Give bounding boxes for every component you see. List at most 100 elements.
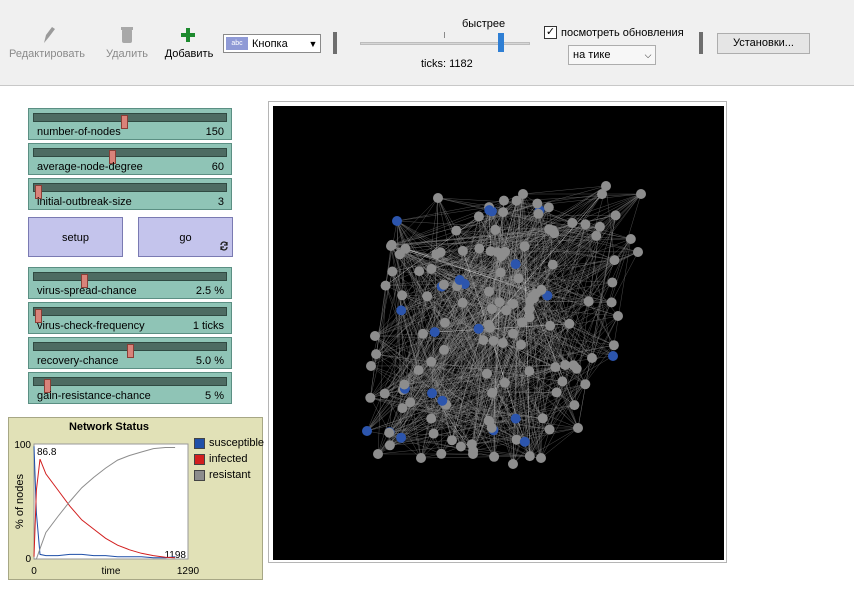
network-link <box>389 439 453 446</box>
network-link <box>522 185 607 195</box>
forever-arrows-icon <box>219 241 229 254</box>
checkmark-icon[interactable]: ✓ <box>544 26 557 39</box>
node-susceptible <box>396 305 407 316</box>
setup-button[interactable]: setup <box>28 217 123 257</box>
slider-thumb[interactable] <box>44 379 52 393</box>
network-link <box>385 216 480 286</box>
slider-track[interactable] <box>33 342 227 358</box>
slider-thumb[interactable] <box>127 344 134 358</box>
slider-thumb[interactable] <box>81 274 88 288</box>
legend-swatch <box>194 469 205 481</box>
chevron-down-icon: ▼ <box>308 38 318 49</box>
node-resistant <box>508 459 518 469</box>
plot-legend: susceptible infected resistant <box>194 435 264 483</box>
network-link <box>374 193 642 337</box>
node-susceptible <box>454 275 465 285</box>
node-susceptible <box>608 351 618 361</box>
slider-track[interactable] <box>33 272 227 288</box>
world-view[interactable] <box>268 101 727 563</box>
network-link <box>384 393 422 459</box>
node-resistant <box>483 286 494 297</box>
delete-button[interactable]: Удалить <box>84 24 170 60</box>
slider-track[interactable] <box>33 377 227 393</box>
network-link <box>503 211 639 253</box>
network-link <box>404 303 514 389</box>
network-link <box>441 229 496 287</box>
slider-track[interactable] <box>33 113 227 129</box>
view-updates-label: посмотреть обновления <box>561 26 684 39</box>
slider-track[interactable] <box>33 148 227 164</box>
network-link <box>427 295 575 406</box>
slider-thumb[interactable] <box>121 115 129 129</box>
network-link <box>549 357 593 430</box>
node-resistant <box>494 297 505 308</box>
network-link <box>434 331 493 394</box>
update-mode-select[interactable]: на тике ⌵ <box>568 45 656 65</box>
node-resistant <box>439 344 449 355</box>
network-link <box>399 254 484 341</box>
slider-initial-outbreak-size[interactable]: initial-outbreak-size 3 <box>28 178 232 210</box>
slider-number-of-nodes[interactable]: number-of-nodes 150 <box>28 108 232 140</box>
node-resistant <box>397 403 408 414</box>
go-button[interactable]: go <box>138 217 233 257</box>
network-link <box>389 364 566 446</box>
node-resistant <box>418 328 428 339</box>
slider-recovery-chance[interactable]: recovery-chance 5.0 % <box>28 337 232 369</box>
network-link <box>605 185 615 261</box>
edit-button[interactable]: Редактировать <box>4 24 90 60</box>
legend-label: susceptible <box>209 437 265 449</box>
node-resistant <box>543 202 554 213</box>
slider-name: virus-check-frequency <box>37 320 145 332</box>
node-resistant <box>524 312 535 323</box>
node-susceptible <box>362 426 372 436</box>
slider-average-node-degree[interactable]: average-node-degree 60 <box>28 143 232 175</box>
slider-virus-check-frequency[interactable]: virus-check-frequency 1 ticks <box>28 302 232 334</box>
widget-type-select[interactable]: abc Кнопка ▼ <box>223 34 321 53</box>
slider-gain-resistance-chance[interactable]: gain-resistance-chance 5 % <box>28 372 232 404</box>
network-link <box>389 339 484 433</box>
speed-slider[interactable] <box>360 42 530 45</box>
slider-thumb[interactable] <box>35 185 42 199</box>
node-resistant <box>557 376 568 387</box>
network-link <box>431 361 493 394</box>
network-link <box>569 185 607 324</box>
slider-track[interactable] <box>33 183 227 199</box>
network-link <box>479 248 493 310</box>
slider-thumb[interactable] <box>108 150 116 164</box>
slider-track[interactable] <box>33 307 227 323</box>
network-link <box>375 284 445 355</box>
slider-thumb[interactable] <box>35 309 42 323</box>
edit-button-label: Редактировать <box>9 48 85 60</box>
node-resistant <box>426 413 437 424</box>
node-resistant <box>580 379 591 390</box>
network-link <box>520 193 642 345</box>
node-resistant <box>569 400 580 411</box>
network-link <box>471 427 579 445</box>
node-resistant <box>405 397 416 408</box>
ticks-counter: ticks: 1182 <box>421 58 473 70</box>
network-link <box>396 220 435 333</box>
speed-slider-thumb[interactable] <box>498 33 504 52</box>
network-link <box>493 309 530 457</box>
update-mode-value: на тике <box>573 49 611 61</box>
legend-item: resistant <box>194 467 264 483</box>
network-link <box>488 215 616 421</box>
network-link <box>488 229 496 292</box>
node-resistant <box>597 189 607 200</box>
node-resistant <box>422 291 433 302</box>
node-resistant <box>560 360 571 370</box>
node-resistant <box>564 318 575 329</box>
network-link <box>375 216 480 355</box>
slider-virus-spread-chance[interactable]: virus-spread-chance 2.5 % <box>28 267 232 299</box>
network-link <box>402 389 530 457</box>
add-button[interactable]: Добавить <box>146 24 232 60</box>
slider-name: virus-spread-chance <box>37 285 137 297</box>
node-resistant <box>457 297 468 308</box>
settings-button[interactable]: Установки... <box>717 33 810 54</box>
node-resistant <box>533 208 544 219</box>
go-button-label: go <box>179 232 192 244</box>
delete-button-label: Удалить <box>106 48 148 60</box>
node-resistant <box>481 368 492 379</box>
network-link <box>524 246 615 261</box>
view-updates-checkbox[interactable]: ✓ посмотреть обновления <box>544 26 684 39</box>
